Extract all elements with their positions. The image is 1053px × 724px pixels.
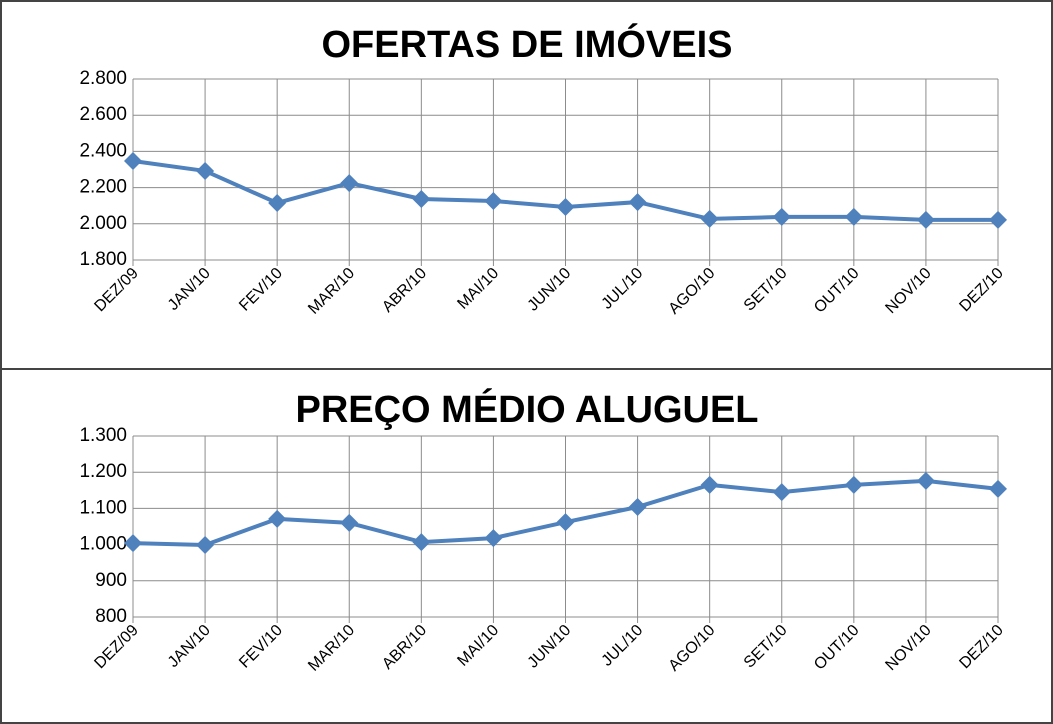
x-tick-label: SET/10 [741,265,791,315]
x-tick-label: OUT/10 [811,622,863,674]
x-tick-label: DEZ/09 [91,622,141,672]
x-tick-label: NOV/10 [882,265,934,317]
y-tick-label: 2.200 [79,177,127,198]
marker [989,480,1007,498]
marker [917,472,935,490]
y-tick-label: 900 [95,570,127,591]
y-tick-label: 1.300 [79,425,127,446]
marker [557,198,575,216]
page: OFERTAS DE IMÓVEIS 1.800 2.000 2.200 2.400 2.… [0,0,1053,724]
y-tick-label: 2.800 [79,68,127,89]
x-tick-label: DEZ/10 [956,622,1006,672]
x-tick-label: FEV/10 [236,622,286,672]
marker [484,192,502,210]
x-tick-label: DEZ/09 [91,265,141,315]
marker [196,162,214,180]
marker [340,174,358,192]
x-tick-label: DEZ/10 [956,265,1006,315]
chart-title: OFERTAS DE IMÓVEIS [321,22,732,66]
marker [268,194,286,212]
x-tick-label: JAN/10 [165,265,214,314]
marker [196,536,214,554]
y-tick-label: 1.200 [79,461,127,482]
marker [701,476,719,494]
marker [268,510,286,528]
x-tick-label: JUN/10 [525,622,575,672]
x-tick-label: JUL/10 [599,265,647,313]
x-tick-label: JUL/10 [599,622,647,670]
y-tick-label: 2.400 [79,140,127,161]
marker [845,208,863,226]
marker [412,533,430,551]
x-tick-label: OUT/10 [811,265,863,317]
y-tick-label: 800 [95,606,127,627]
marker [773,208,791,226]
y-tick-label: 1.100 [79,497,127,518]
y-tick-label: 1.800 [79,249,127,270]
marker [845,476,863,494]
x-tick-label: JUN/10 [525,265,575,315]
y-tick-label: 2.000 [79,213,127,234]
x-tick-label: MAR/10 [305,265,358,318]
y-tick-label: 2.600 [79,104,127,125]
x-tick-label: NOV/10 [882,622,934,674]
x-tick-label: AGO/10 [666,265,719,318]
marker [340,514,358,532]
marker [412,190,430,208]
x-tick-label: ABR/10 [379,265,430,316]
marker [917,211,935,229]
x-tick-label: MAI/10 [454,622,502,670]
x-tick-label: MAI/10 [454,265,502,313]
y-tick-label: 1.000 [79,534,127,555]
marker [629,193,647,211]
marker [701,210,719,228]
marker [773,483,791,501]
x-tick-label: AGO/10 [666,622,719,675]
marker [557,513,575,531]
x-tick-label: MAR/10 [305,622,358,675]
marker [629,498,647,516]
marker [989,211,1007,229]
chart-title: PREÇO MÉDIO ALUGUEL [295,387,758,431]
x-tick-label: FEV/10 [236,265,286,315]
x-tick-label: JAN/10 [165,622,214,671]
x-tick-label: ABR/10 [379,622,430,673]
x-tick-label: SET/10 [741,622,791,672]
